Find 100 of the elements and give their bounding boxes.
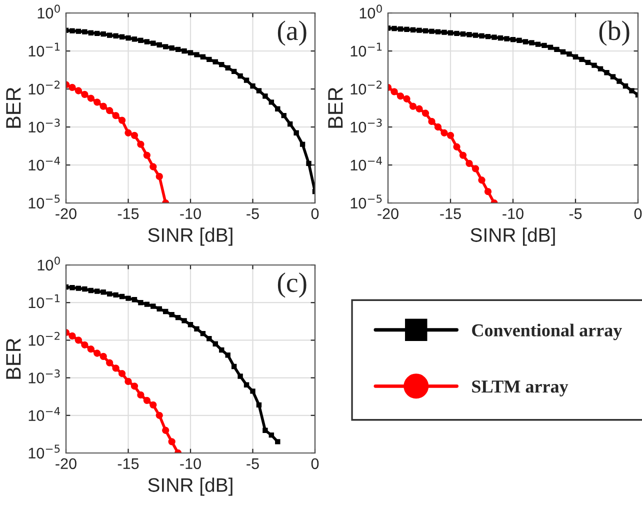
point (529, 40, 534, 46)
point (175, 46, 181, 52)
y-tick-label: 10$^{−4}$ (350, 156, 382, 171)
point (87, 94, 94, 102)
point (106, 107, 114, 114)
point (281, 112, 286, 118)
point (484, 188, 492, 196)
point (579, 56, 584, 62)
point (422, 110, 430, 117)
point (74, 336, 82, 344)
point (416, 28, 422, 33)
point (622, 83, 628, 89)
point (212, 59, 218, 64)
point (132, 36, 138, 42)
point (200, 330, 206, 336)
point (250, 388, 256, 394)
y-axis-title: BER (328, 88, 343, 128)
point (479, 33, 484, 38)
point (94, 30, 100, 36)
y-tick-label: 10$^{0}$ (360, 4, 382, 19)
point (554, 46, 560, 52)
point (231, 68, 237, 74)
point (604, 70, 610, 76)
y-tick-label: 10$^{0}$ (38, 256, 60, 271)
point (206, 336, 212, 342)
point (429, 28, 434, 34)
y-tick-label: 10$^{−2}$ (28, 332, 60, 346)
point (182, 48, 187, 54)
y-tick-label: 10$^{−4}$ (28, 156, 60, 171)
point (76, 286, 82, 291)
point (629, 88, 634, 94)
y-tick-label: 10$^{−3}$ (28, 369, 60, 384)
point (592, 62, 597, 68)
y-tick-label: 10$^{−2}$ (350, 80, 382, 95)
point (522, 39, 528, 44)
point (94, 288, 100, 294)
point (144, 39, 150, 44)
point (409, 102, 417, 110)
point (535, 42, 541, 47)
point (168, 438, 176, 446)
point (435, 29, 441, 34)
point (428, 118, 436, 126)
point (504, 36, 510, 42)
point (150, 401, 157, 408)
x-axis-title: SINR [dB] (148, 478, 232, 496)
point (100, 352, 107, 360)
point (137, 140, 144, 148)
point (82, 29, 88, 34)
point (306, 160, 312, 166)
point (294, 130, 299, 136)
point (162, 44, 168, 50)
point (200, 54, 206, 60)
y-tick-label: 10$^{−5}$ (28, 194, 60, 209)
point (119, 294, 125, 300)
point (138, 300, 144, 306)
point (150, 40, 156, 46)
point (244, 382, 250, 388)
annotation: (c) (278, 272, 306, 298)
point (390, 88, 398, 96)
point (156, 172, 163, 180)
point (126, 35, 131, 41)
point (416, 105, 423, 112)
point (182, 318, 187, 324)
point (143, 396, 150, 404)
point (225, 352, 230, 358)
y-tick-label: 10$^{−2}$ (28, 80, 60, 95)
point (94, 98, 101, 106)
point (466, 160, 473, 167)
point (88, 288, 94, 294)
point (231, 364, 237, 370)
x-axis-title: SINR [dB] (148, 228, 232, 246)
point (510, 36, 516, 42)
point (446, 132, 454, 140)
point (74, 87, 82, 94)
point (175, 314, 181, 320)
point (478, 176, 486, 184)
x-tick-label: -20 (378, 208, 398, 220)
point (150, 163, 157, 170)
point (572, 54, 578, 60)
point (150, 304, 156, 309)
point (118, 370, 126, 378)
point (87, 346, 94, 353)
point (100, 102, 107, 110)
point (454, 30, 460, 36)
point (100, 31, 106, 37)
x-tick-label: -5 (246, 208, 259, 220)
point (485, 34, 491, 40)
point (219, 347, 224, 353)
point (268, 432, 274, 438)
point (130, 132, 138, 140)
point (106, 291, 112, 297)
x-tick-label: -20 (56, 208, 76, 220)
point (124, 378, 132, 386)
point (132, 297, 138, 302)
point (516, 38, 522, 44)
point (68, 84, 76, 92)
point (498, 35, 504, 41)
point (76, 28, 82, 34)
point (262, 428, 268, 433)
point (453, 143, 460, 150)
